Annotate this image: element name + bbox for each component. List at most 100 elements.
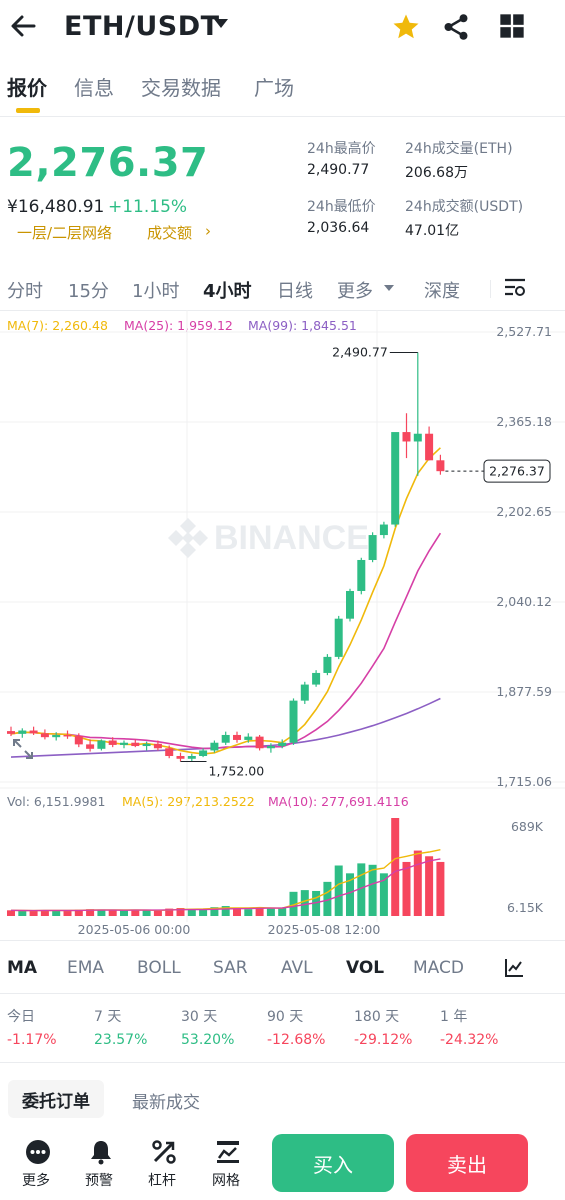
last-price-label: 2,276.37 [489,464,545,479]
tf-line[interactable]: 分时 [7,281,43,302]
leverage-label[interactable]: 杠杆 [148,1173,176,1189]
sell-button[interactable]: 卖出 [406,1134,528,1192]
volume-bar [391,818,400,916]
stat-high-label: 24h最高价 [307,141,376,157]
candle-body [153,743,162,749]
chevron-right-icon: › [205,222,211,240]
tab-open-orders[interactable]: 委托订单 [8,1080,104,1118]
indicator-boll[interactable]: BOLL [137,958,181,978]
perf-value: 23.57% [94,1032,148,1048]
favorite-star-icon[interactable] [391,12,421,42]
network-tag[interactable]: 一层/二层网络 [17,224,113,242]
y-tick-label: 2,365.18 [496,414,552,429]
volume-bar [357,863,366,916]
tab-square[interactable]: 广场 [254,76,294,100]
divider [490,280,491,298]
leverage-icon[interactable] [150,1138,178,1166]
candle-body [131,742,140,747]
volume-bar [97,909,106,916]
share-icon[interactable] [441,12,471,42]
vol-ma10-legend: MA(10): 277,691.4116 [268,794,409,809]
price-chart[interactable]: BINANCE 2,527.71 2,365.18 2,202.65 2,040.12… [0,310,565,940]
candle-body [402,432,411,442]
volume-bar [131,910,140,916]
tab-trading-data[interactable]: 交易数据 [141,76,221,100]
price-change-percent: +11.15% [108,197,188,217]
perf-label: 90 天 [267,1009,304,1025]
volume-bar [165,908,174,916]
pair-title[interactable]: ETH/USDT [64,11,220,42]
indicator-sar[interactable]: SAR [213,958,248,978]
more-label[interactable]: 更多 [22,1173,50,1189]
back-arrow-icon[interactable] [6,8,42,44]
high-marker-label: 2,490.77 [332,344,388,359]
svg-text:BINANCE: BINANCE [214,519,369,557]
indicator-ema[interactable]: EMA [67,958,105,978]
candle-body [120,742,128,745]
pair-dropdown-icon[interactable] [214,19,228,28]
top-header: ETH/USDT [0,0,565,56]
alert-bell-icon[interactable] [87,1138,115,1166]
stat-low-value: 2,036.64 [307,220,370,236]
candle-body [357,559,366,591]
volume-bar [413,850,422,916]
candle-body [165,748,174,757]
ma25-legend: MA(25): 1,959.12 [124,318,233,333]
caret-down-icon [384,285,394,291]
indicator-ma[interactable]: MA [7,958,38,978]
last-price: 2,276.37 [7,140,209,186]
stat-vol-usdt-value: 47.01亿 [405,223,460,239]
vol-ma10-line [10,858,441,912]
candle-body [176,756,185,759]
candle-body [413,433,422,442]
indicator-vol[interactable]: VOL [346,958,385,978]
volume-bar [86,909,95,916]
perf-value: -29.12% [354,1032,413,1048]
buy-button[interactable]: 买入 [272,1134,394,1192]
chart-settings-icon[interactable] [503,277,527,299]
candle-body [74,736,83,745]
tf-1d[interactable]: 日线 [277,281,313,302]
volume-bar [7,910,15,916]
volume-bar [142,910,151,916]
perf-label: 今日 [7,1009,35,1025]
tf-more[interactable]: 更多 [337,281,373,302]
vol-tick-label: 689K [511,819,544,834]
candle-body [233,734,241,740]
stat-vol-usdt-label: 24h成交额(USDT) [405,199,524,215]
grid-trading-icon[interactable] [214,1138,242,1166]
candle-body [40,733,49,738]
volume-bar [176,908,185,916]
last-price-box [483,459,551,483]
candle-body [221,734,230,743]
volume-rank-tag[interactable]: 成交额 [147,224,193,242]
stat-vol-eth-value: 206.68万 [405,165,468,181]
x-axis-label: 2025-05-08 12:00 [268,922,381,937]
volume-bar [255,907,264,916]
indicator-macd[interactable]: MACD [413,958,464,978]
tf-15m[interactable]: 15分 [68,281,109,302]
indicator-settings-icon[interactable] [503,957,525,979]
grid-label[interactable]: 网格 [212,1173,240,1189]
grid-menu-icon[interactable] [498,12,526,40]
tab-info[interactable]: 信息 [74,76,114,100]
volume-bar [199,909,208,916]
indicator-avl[interactable]: AVL [281,958,313,978]
candle-body [266,746,275,749]
volume-bar [334,865,343,916]
expand-icon[interactable] [11,737,35,761]
perf-label: 7 天 [94,1009,122,1025]
tf-4h[interactable]: 4小时 [203,281,252,302]
alert-label[interactable]: 预警 [85,1173,113,1189]
candle-body [379,524,388,536]
tf-1h[interactable]: 1小时 [132,281,180,302]
volume-bar [312,890,321,916]
candle-body [18,730,27,734]
perf-label: 180 天 [354,1009,400,1025]
tab-latest-trades[interactable]: 最新成交 [132,1093,200,1113]
tf-depth[interactable]: 深度 [424,281,460,302]
candle-body [278,742,287,747]
more-icon[interactable] [24,1138,52,1166]
tab-quote[interactable]: 报价 [7,76,47,100]
candle-body [312,672,321,685]
